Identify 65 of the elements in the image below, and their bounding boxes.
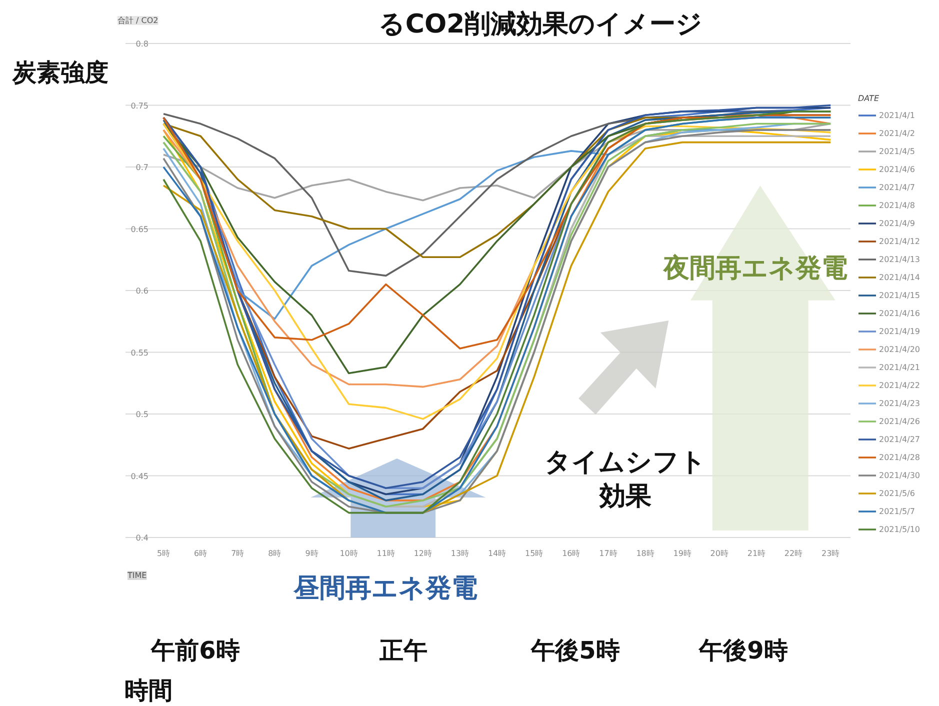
- legend-label: 2021/4/5: [879, 146, 915, 158]
- x-tick-label: 20時: [710, 549, 728, 558]
- legend-label: 2021/4/27: [879, 434, 920, 446]
- y-tick-label: 0.6: [136, 286, 149, 296]
- legend-label: 2021/4/12: [879, 236, 920, 248]
- y-tick-label: 0.55: [130, 348, 148, 358]
- legend-title: DATE: [858, 94, 880, 103]
- y-tick-label: 0.4: [136, 534, 149, 542]
- x-tick-label: 15時: [525, 549, 544, 558]
- legend-label: 2021/4/8: [879, 200, 915, 212]
- x-tick-label: 18時: [636, 549, 654, 558]
- x-tick-label: 9時: [305, 549, 318, 558]
- legend-label: 2021/4/21: [879, 362, 920, 374]
- x-tick-label: 19時: [673, 549, 692, 558]
- legend-label: 2021/4/2: [879, 128, 915, 140]
- legend-label: 2021/4/14: [879, 272, 920, 284]
- x-tick-label: 10時: [340, 549, 358, 558]
- text: 午後9時: [698, 636, 788, 664]
- text: 合計 / CO2: [118, 16, 158, 25]
- text: 時間: [124, 676, 172, 704]
- x-tick-label: 16時: [562, 549, 580, 558]
- y-tick-label: 0.65: [130, 224, 148, 234]
- y-axis-title: 炭素強度: [12, 58, 108, 86]
- legend-label: 2021/4/30: [879, 470, 920, 482]
- chart-title: るCO2削減効果のイメージ: [378, 10, 703, 40]
- legend-label: 2021/4/22: [879, 380, 920, 392]
- legend-label: 2021/4/6: [879, 164, 915, 176]
- legend-label: 2021/5/6: [879, 488, 915, 500]
- legend-label: 2021/4/13: [879, 254, 920, 266]
- text: 午前6時: [150, 636, 240, 664]
- text: 昼間再エネ発電: [292, 574, 478, 604]
- text: 正午: [378, 636, 428, 664]
- annotation: 夜間再エネ発電: [662, 254, 848, 284]
- y-tick-label: 0.45: [130, 472, 148, 481]
- legend-label: 2021/5/7: [879, 506, 915, 518]
- legend-label: 2021/4/9: [879, 218, 915, 230]
- x-tick-label: 6時: [194, 549, 208, 558]
- y-tick-label: 0.5: [136, 410, 149, 419]
- x-tick-label: 5時: [156, 549, 170, 558]
- x-axis-title: TIME: [126, 571, 147, 580]
- x-tick-label: 14時: [488, 549, 506, 558]
- x-tick-label: 21時: [747, 549, 766, 558]
- legend-label: 2021/4/1: [879, 110, 915, 122]
- x-tick-label: 22時: [784, 549, 803, 558]
- legend-label: 2021/4/26: [879, 416, 920, 428]
- legend-label: 2021/4/15: [879, 290, 920, 302]
- legend-label: 2021/4/20: [879, 344, 920, 356]
- legend-label: 2021/4/16: [879, 308, 920, 320]
- text: 午後5時: [530, 636, 620, 664]
- legend-label: 2021/5/10: [879, 524, 920, 536]
- x-tick-label: 13時: [450, 549, 470, 558]
- x-tick-label: 23時: [821, 549, 840, 558]
- y-tick-label: 0.7: [136, 163, 149, 172]
- x-tick-label: 17時: [599, 549, 618, 558]
- legend-label: 2021/4/7: [879, 182, 915, 194]
- y-tick-label: 0.75: [130, 101, 148, 110]
- x-tick-label: 7時: [231, 549, 244, 558]
- y-tick-label: 0.8: [136, 40, 149, 48]
- x-tick-label: 11時: [376, 549, 395, 558]
- legend-label: 2021/4/23: [879, 398, 920, 410]
- legend-label: 2021/4/19: [879, 326, 920, 338]
- annotation: タイムシフト効果: [544, 448, 706, 512]
- x-tick-label: 12時: [414, 549, 432, 558]
- x-tick-label: 8時: [268, 549, 282, 558]
- legend-label: 2021/4/28: [879, 452, 920, 464]
